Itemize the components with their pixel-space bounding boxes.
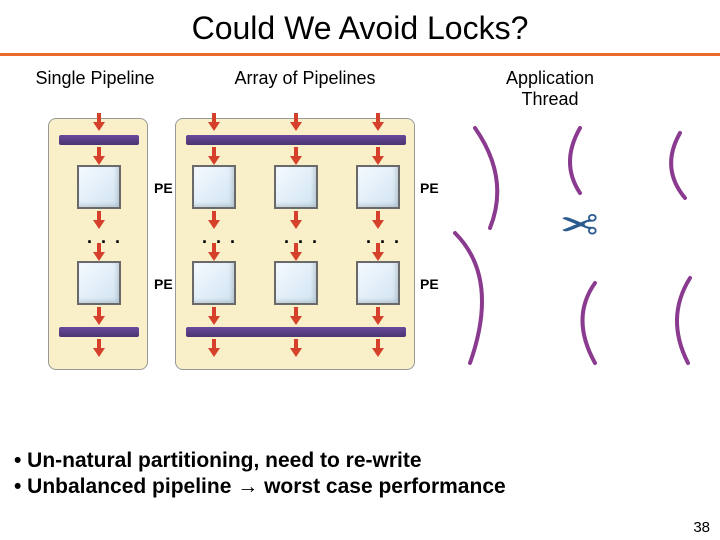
arrow-down-icon [292,147,300,165]
array-pipeline-panel: . . . . . . . . . [175,118,415,370]
scissors-icon: ✂ [560,198,599,252]
header-single: Single Pipeline [0,68,190,110]
arrow-down-icon [95,147,103,165]
pe-label: PE [154,180,173,196]
bullet-2b: worst case performance [258,475,505,498]
bullet-2: • Unbalanced pipeline → worst case perfo… [14,474,506,500]
column-headers: Single Pipeline Array of Pipelines Appli… [0,68,720,110]
pe-box [192,165,236,209]
pe-box [274,165,318,209]
vertical-dots: . . . [284,227,319,248]
pe-box [274,261,318,305]
arrow-down-icon [374,307,382,325]
slide-title: Could We Avoid Locks? [0,0,720,53]
arrow-down-icon [210,147,218,165]
arrow-down-icon [95,307,103,325]
vertical-dots: . . . [366,227,401,248]
arrow-down-icon [210,113,218,131]
arrow-glyph: → [237,474,258,500]
pe-box [192,261,236,305]
pe-box [356,165,400,209]
pe-box [77,261,121,305]
arrow-down-icon [95,113,103,131]
page-number: 38 [693,519,710,536]
arrow-down-icon [210,339,218,357]
pe-label: PE [154,276,173,292]
vertical-dots: . . . [202,227,237,248]
diagram-area: . . . PE PE . . . . . . [0,118,720,398]
pe-box [356,261,400,305]
arrow-down-icon [292,243,300,261]
arrow-down-icon [374,339,382,357]
arrow-down-icon [374,147,382,165]
arrow-down-icon [292,113,300,131]
bus-bar-bottom [59,327,139,337]
title-underline [0,53,720,56]
arrow-down-icon [374,113,382,131]
bus-bar-top [186,135,406,145]
header-array: Array of Pipelines [190,68,420,110]
arrow-down-icon [210,307,218,325]
bullet-2a: • Unbalanced pipeline [14,475,237,498]
arrow-down-icon [210,243,218,261]
header-app: Application Thread [420,68,680,110]
bus-bar-bottom [186,327,406,337]
arrow-down-icon [374,243,382,261]
arrow-down-icon [95,243,103,261]
bus-bar-top [59,135,139,145]
bullet-list: • Un-natural partitioning, need to re-wr… [14,448,506,501]
pe-box [77,165,121,209]
arrow-down-icon [292,307,300,325]
arrow-down-icon [292,339,300,357]
single-pipeline-panel: . . . [48,118,148,370]
vertical-dots: . . . [87,227,122,248]
arrow-down-icon [95,339,103,357]
bullet-1: • Un-natural partitioning, need to re-wr… [14,448,506,474]
